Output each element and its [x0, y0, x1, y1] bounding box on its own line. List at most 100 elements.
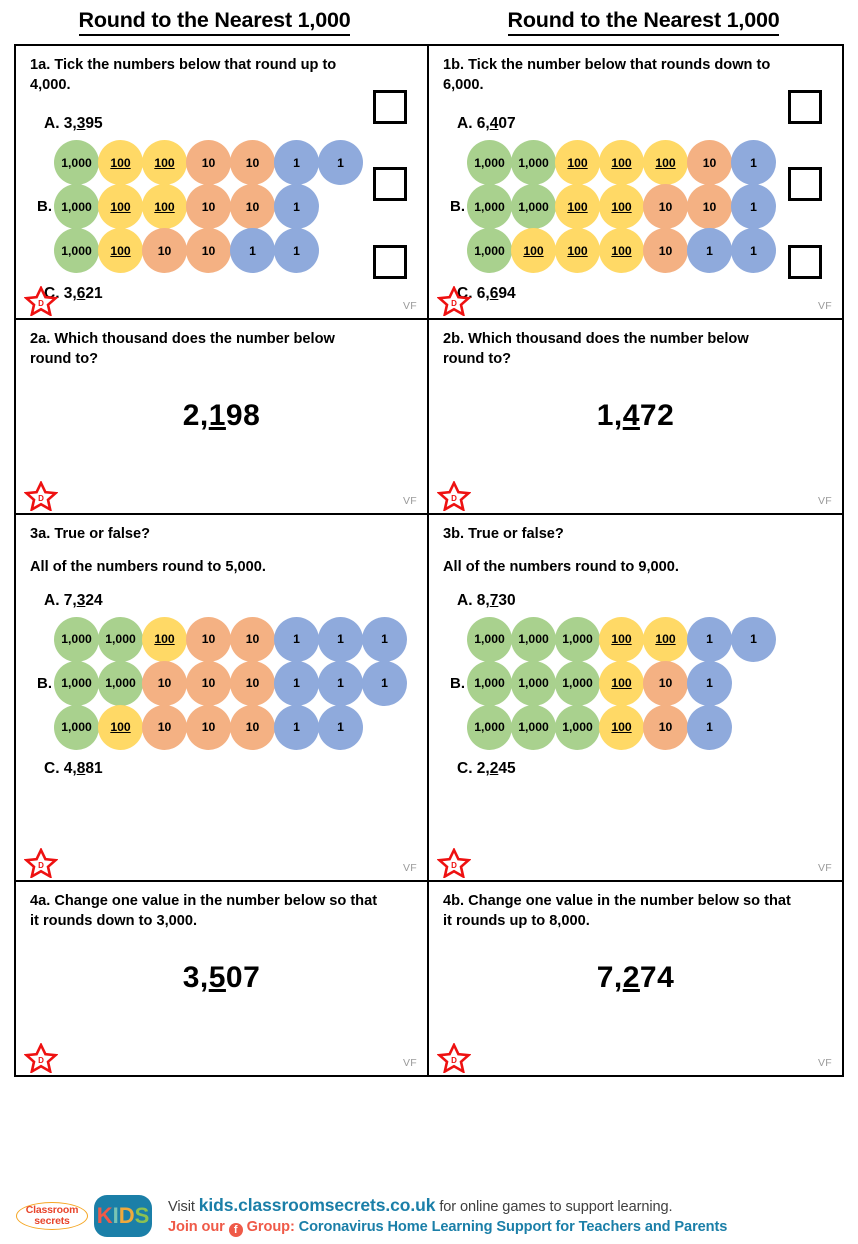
counter-thousands: 1,000	[467, 660, 512, 706]
vf-label: VF	[817, 1057, 832, 1069]
counter-thousands: 1,000	[54, 184, 99, 230]
star-letter: D	[38, 299, 44, 308]
counter-thousands: 1,000	[511, 616, 556, 662]
big-number-wrap-2a: 2,198	[30, 399, 413, 433]
counter-tens: 10	[142, 660, 187, 706]
question-prompt-3a: 3a. True or false?	[30, 526, 151, 542]
counter-thousands: 1,000	[511, 704, 556, 750]
counter-hundreds: 100	[599, 660, 644, 706]
tickbox-1a-C[interactable]	[373, 245, 407, 279]
counter-group-1a: 1,000 100 100 10 10 1 1 B. 1,000 100 100 10 10 1 1,000…	[30, 140, 413, 274]
counter-row: B. 1,000 100 100 10 10 1	[30, 184, 413, 230]
option-label-3b-A: A. 8,730	[457, 591, 516, 609]
option-row-1b-A: A. 6,407	[443, 111, 828, 137]
counter-hundreds: 100	[599, 184, 644, 230]
counter-thousands: 1,000	[98, 616, 143, 662]
star-letter: D	[451, 1056, 457, 1065]
visit-pre: Visit	[168, 1199, 199, 1215]
star-letter: D	[38, 494, 44, 503]
counter-thousands: 1,000	[98, 660, 143, 706]
logo-line-2: secrets	[34, 1215, 70, 1227]
tickbox-1a-A[interactable]	[373, 90, 407, 124]
option-label-3a-C: C. 4,881	[44, 759, 103, 777]
header-left: Round to the Nearest 1,000	[0, 8, 429, 36]
counter-row: 1,000 1,000 100 100 100 10 1	[443, 140, 828, 186]
visit-post: for online games to support learning.	[435, 1199, 673, 1215]
counter-tens: 10	[186, 616, 231, 662]
counter-tens: 10	[230, 660, 275, 706]
card-footer-2a: D VF	[16, 479, 427, 513]
big-number-2a: 2,198	[182, 399, 261, 433]
counter-row: B. 1,000 1,000 100 100 10 10 1	[443, 184, 828, 230]
question-statement-3a: All of the numbers round to 5,000.	[30, 558, 266, 575]
question-card-4b: 4b. Change one value in the number below…	[429, 882, 842, 1075]
tickbox-1b-B[interactable]	[788, 167, 822, 201]
question-card-1a: 1a. Tick the numbers below that round up…	[16, 46, 429, 318]
counter-tens: 10	[142, 228, 187, 274]
counter-hundreds: 100	[599, 704, 644, 750]
card-footer-4a: D VF	[16, 1041, 427, 1075]
counter-thousands: 1,000	[467, 704, 512, 750]
counter-tens: 10	[186, 660, 231, 706]
counter-hundreds: 100	[98, 228, 143, 274]
page-title-right: Round to the Nearest 1,000	[507, 8, 780, 36]
visit-url-link[interactable]: kids.classroomsecrets.co.uk	[198, 1195, 436, 1215]
question-row-1: 1a. Tick the numbers below that round up…	[16, 46, 842, 320]
counter-ones: 1	[362, 660, 407, 706]
card-footer-1b: D VF	[429, 284, 842, 318]
card-footer-4b: D VF	[429, 1041, 842, 1075]
counter-hundreds: 100	[643, 140, 688, 186]
counter-hundreds: 100	[142, 140, 187, 186]
star-icon: D	[436, 846, 472, 880]
question-prompt-4b: 4b. Change one value in the number below…	[443, 893, 791, 929]
vf-label: VF	[402, 862, 417, 874]
counter-tens: 10	[186, 140, 231, 186]
counter-ones: 1	[731, 228, 776, 274]
logo-line-1: Classroom	[25, 1204, 79, 1217]
counter-row-label: B.	[37, 674, 52, 692]
counter-tens: 10	[186, 704, 231, 750]
vf-label: VF	[817, 862, 832, 874]
kids-letter-k: K	[96, 1203, 113, 1228]
counter-thousands: 1,000	[555, 660, 600, 706]
big-number-wrap-4b: 7,274	[443, 961, 828, 995]
tickbox-1a-B[interactable]	[373, 167, 407, 201]
counter-row: 1,000 100 100 10 10 1 1	[30, 140, 413, 186]
counter-thousands: 1,000	[467, 184, 512, 230]
question-card-2b: 2b. Which thousand does the number below…	[429, 320, 842, 513]
counter-ones: 1	[687, 228, 732, 274]
question-prompt-2b: 2b. Which thousand does the number below…	[443, 331, 749, 367]
facebook-icon[interactable]: f	[228, 1223, 243, 1237]
kids-letter-s: S	[134, 1203, 150, 1228]
counter-tens: 10	[230, 704, 275, 750]
question-prompt-1b: 1b. Tick the number below that rounds do…	[443, 57, 771, 93]
counter-hundreds: 100	[511, 228, 556, 274]
kids-letter-i: I	[112, 1203, 119, 1228]
counter-row: 1,000 100 10 10 10 1 1	[30, 704, 413, 750]
counter-hundreds: 100	[555, 184, 600, 230]
kids-letter-d: D	[118, 1203, 135, 1228]
counter-tens: 10	[643, 660, 688, 706]
counter-hundreds: 100	[599, 228, 644, 274]
option-label-3b-C: C. 2,245	[457, 759, 516, 777]
counter-group-1b: 1,000 1,000 100 100 100 10 1 B. 1,000 1,000 100 100…	[443, 140, 828, 274]
star-icon: D	[23, 284, 59, 318]
counter-thousands: 1,000	[467, 616, 512, 662]
counter-ones: 1	[230, 228, 275, 274]
vf-label: VF	[402, 300, 417, 312]
tickbox-1b-A[interactable]	[788, 90, 822, 124]
question-prompt-4a: 4a. Change one value in the number below…	[30, 893, 378, 929]
star-icon: D	[23, 1041, 59, 1075]
question-grid: 1a. Tick the numbers below that round up…	[14, 44, 844, 1077]
star-icon: D	[436, 284, 472, 318]
vf-label: VF	[402, 495, 417, 507]
counter-ones: 1	[274, 660, 319, 706]
star-icon: D	[436, 479, 472, 513]
tickbox-1b-C[interactable]	[788, 245, 822, 279]
join-group-link[interactable]: Coronavirus Home Learning Support for Te…	[298, 1219, 728, 1235]
star-letter: D	[38, 861, 44, 870]
counter-thousands: 1,000	[511, 184, 556, 230]
big-number-4b: 7,274	[596, 961, 675, 995]
